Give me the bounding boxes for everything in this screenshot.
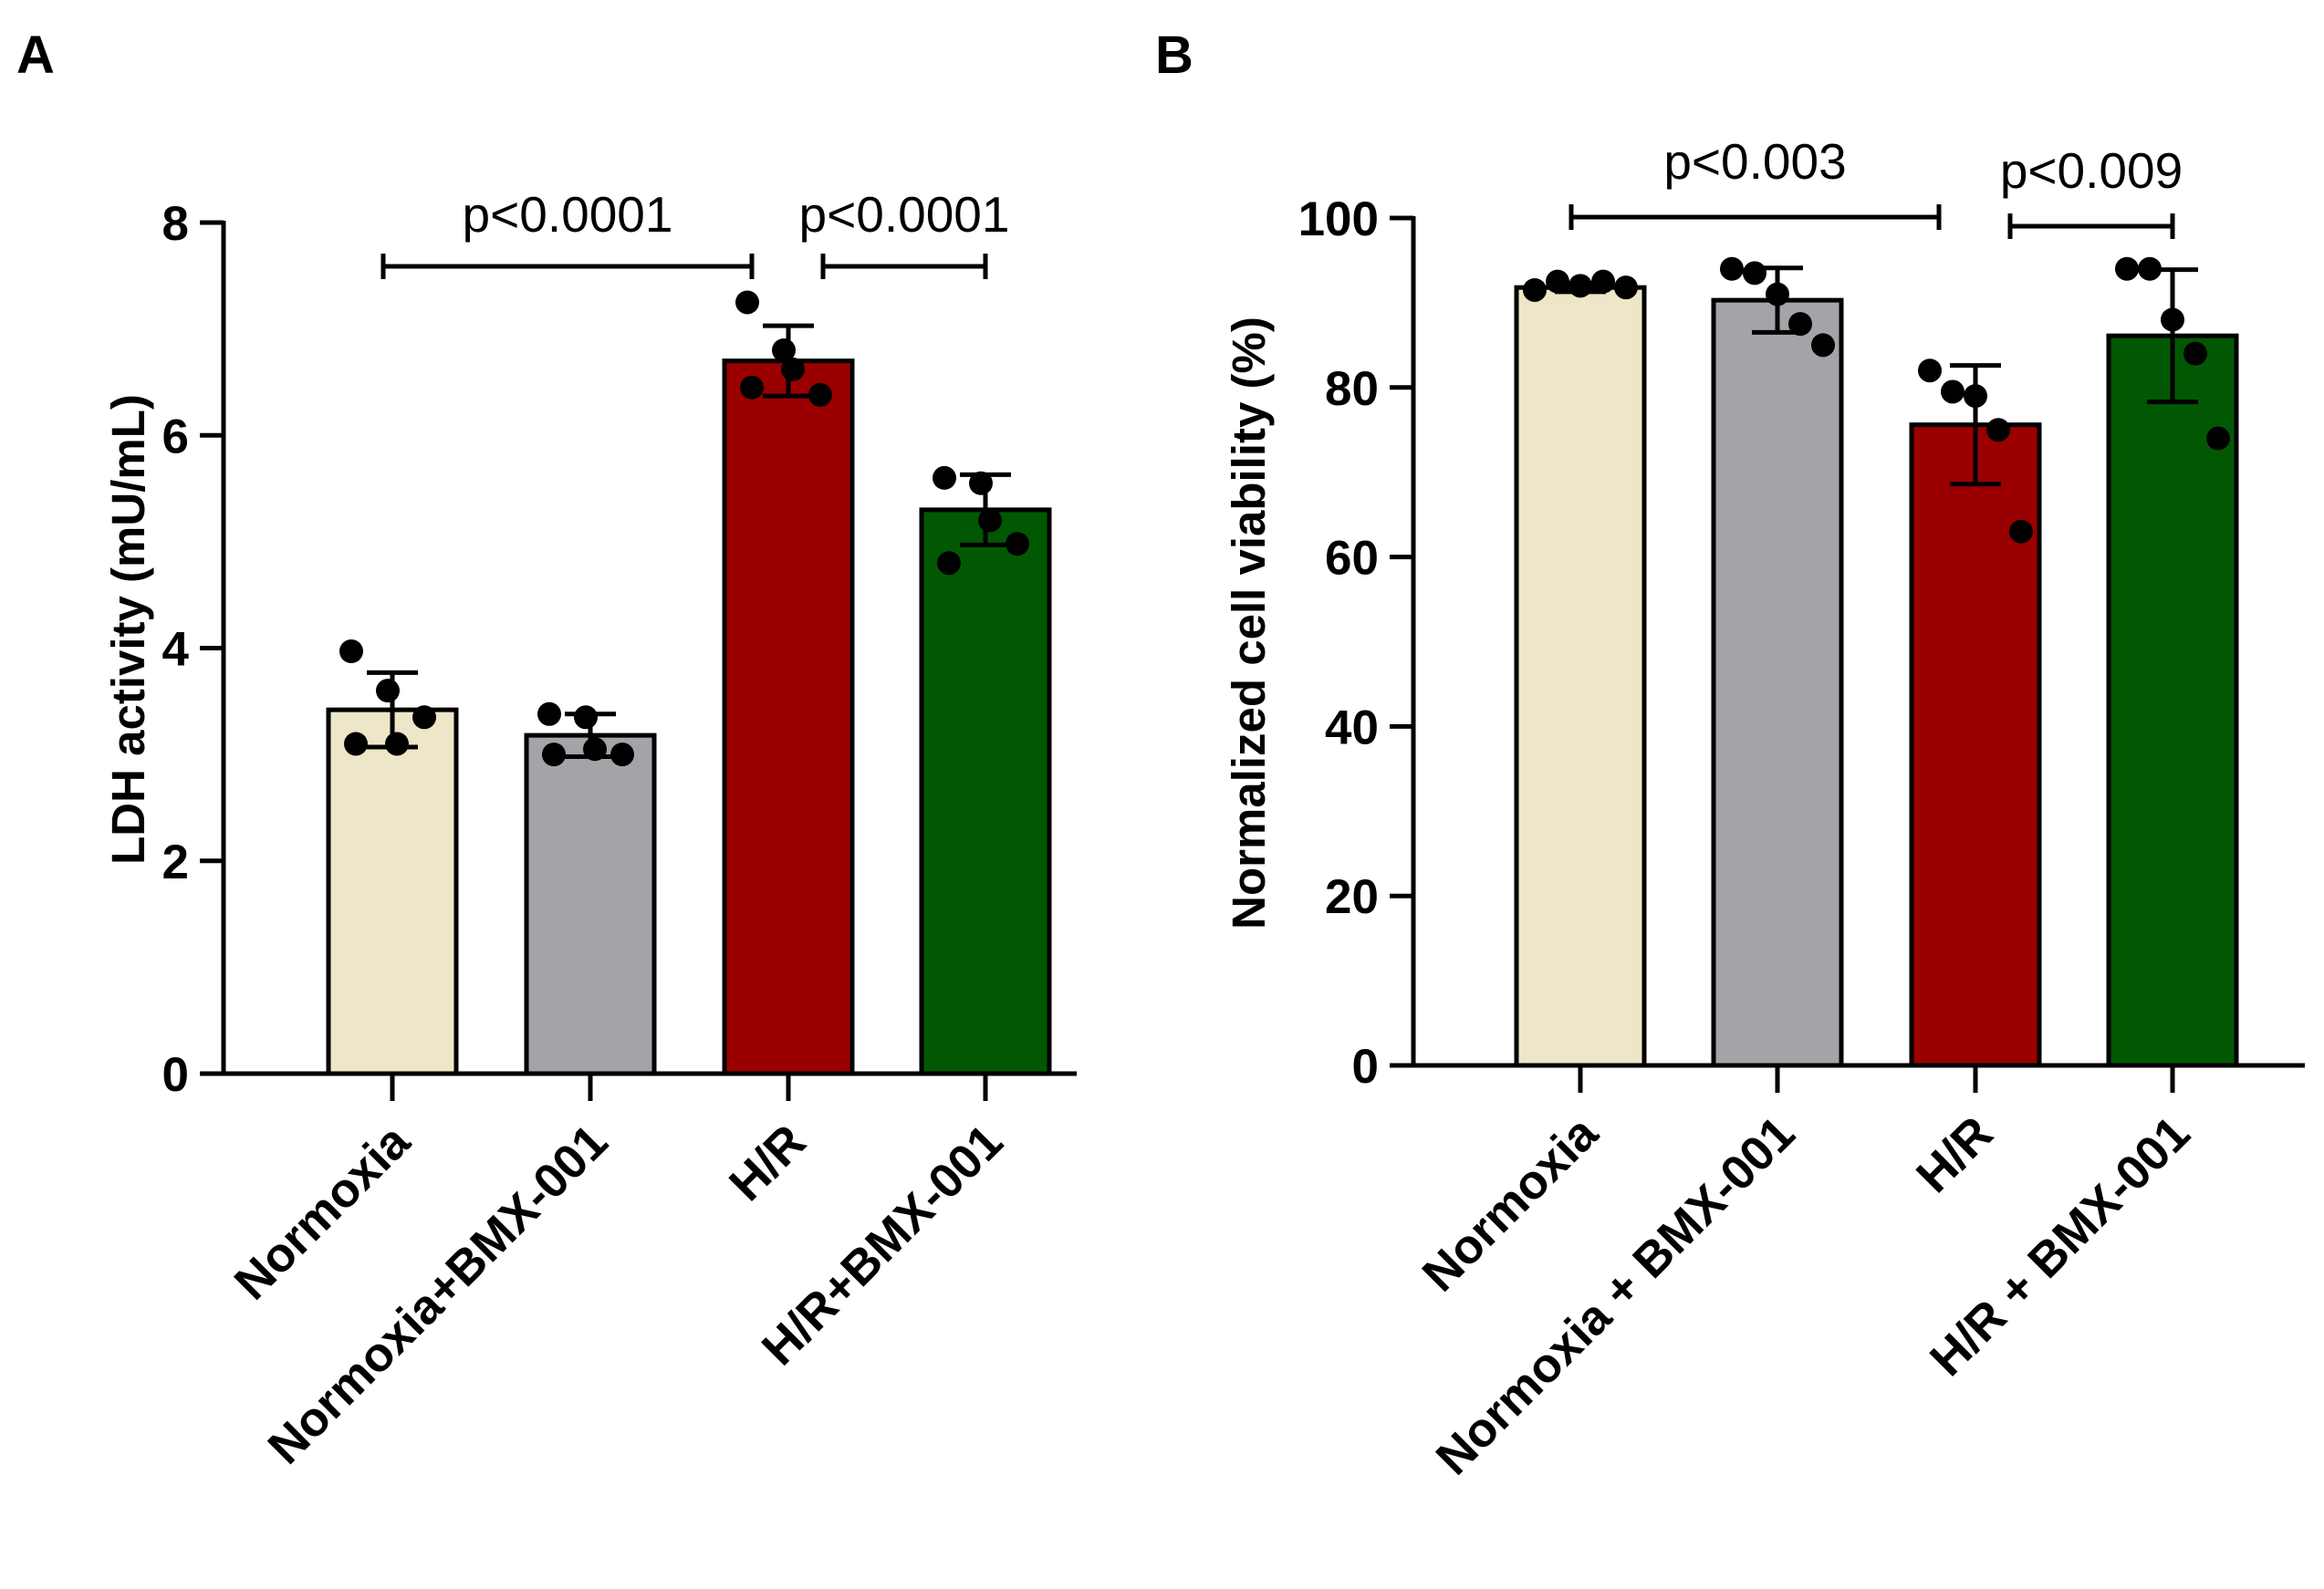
y-tick-label: 40 (1325, 701, 1379, 754)
data-point (1811, 333, 1835, 358)
p-value-label: p<0.003 (1663, 133, 1846, 190)
x-tick-label: Normoxia + BMX-001 (1426, 1106, 1806, 1486)
y-tick-label: 8 (162, 197, 189, 251)
data-point (1568, 274, 1592, 298)
data-point (772, 338, 796, 362)
data-point (2138, 256, 2162, 281)
data-point (537, 701, 561, 726)
data-point (978, 508, 1002, 533)
data-point (385, 732, 409, 756)
data-point (735, 290, 759, 315)
y-tick-label: 20 (1325, 870, 1379, 924)
y-tick-label: 0 (162, 1048, 189, 1102)
data-point (781, 357, 805, 381)
data-point (583, 737, 607, 762)
x-tick-label: Normoxia (1412, 1106, 1609, 1302)
data-point (969, 471, 993, 495)
y-tick-label: 6 (162, 410, 189, 463)
data-point (1918, 358, 1942, 383)
data-point (808, 382, 832, 407)
data-point (2009, 519, 2033, 544)
y-tick-label: 4 (162, 623, 190, 677)
x-tick-label: H/R (719, 1115, 816, 1211)
panel-b: B Normalized cell viability (%) 0 20 40 60 8… (1155, 26, 2305, 1485)
bar (2106, 333, 2239, 1068)
data-point (412, 705, 436, 730)
panel-letter-b: B (1155, 26, 1193, 85)
p-value-label: p<0.0001 (463, 186, 673, 243)
bar (722, 358, 855, 1076)
data-point (1523, 277, 1547, 302)
data-point (1986, 418, 2010, 442)
panel-letter-a: A (16, 26, 55, 85)
data-point (1614, 275, 1638, 300)
data-point (542, 743, 566, 767)
bar (1711, 297, 1844, 1068)
bar (1514, 285, 1647, 1068)
p-value-label: p<0.009 (2000, 142, 2183, 199)
data-point (1788, 312, 1812, 337)
x-tick-label: H/R (1906, 1106, 2003, 1203)
data-point (1591, 269, 1615, 294)
bar (524, 732, 657, 1076)
data-point (1941, 379, 1964, 404)
data-point (1743, 261, 1766, 286)
p-value-label: p<0.0001 (799, 186, 1010, 243)
bar (919, 507, 1052, 1076)
x-tick-label: Normoxia (224, 1114, 421, 1310)
data-point (1766, 282, 1789, 306)
y-axis-title: Normalized cell viability (%) (1223, 317, 1275, 930)
y-tick-label: 2 (162, 836, 189, 889)
x-tick-label: Normoxia+BMX-001 (258, 1115, 619, 1475)
data-point (2161, 307, 2184, 332)
data-point (1964, 384, 1987, 409)
y-tick-label: 80 (1325, 362, 1379, 416)
data-point (2183, 341, 2207, 366)
data-point (2115, 256, 2139, 281)
y-tick-label: 0 (1352, 1040, 1379, 1094)
data-point (937, 551, 961, 576)
y-tick-label: 100 (1298, 192, 1379, 246)
data-point (1006, 532, 1029, 556)
data-point (344, 732, 368, 756)
data-point (574, 705, 598, 730)
data-point (2206, 426, 2230, 451)
data-point (933, 465, 956, 490)
panel-a: A LDH activity (mU/mL) 0 2 4 6 8 NormoxiaNorm… (16, 26, 1077, 1475)
y-axis-title: LDH activity (mU/mL) (102, 394, 154, 865)
data-point (1720, 256, 1744, 281)
bar (326, 707, 459, 1076)
data-point (1546, 269, 1569, 294)
data-point (339, 639, 363, 663)
data-point (740, 375, 764, 400)
y-tick-label: 60 (1325, 532, 1379, 586)
data-point (376, 679, 400, 703)
data-point (610, 743, 634, 767)
